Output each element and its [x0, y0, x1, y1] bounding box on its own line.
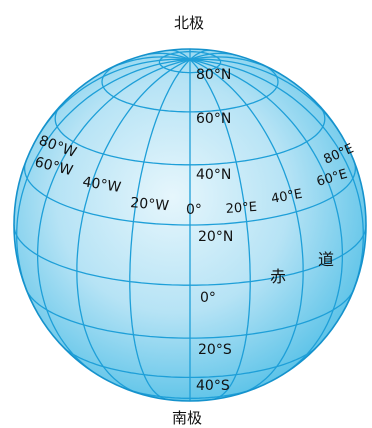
longitude-label-40w: 40°W	[81, 174, 122, 196]
latitude-label-40n: 40°N	[196, 167, 231, 183]
meridian-line	[129, 59, 191, 401]
globe-outline	[13, 48, 367, 402]
equator-label-char-1: 赤	[270, 267, 286, 286]
latitude-label-0: 0°	[200, 290, 216, 306]
longitude-label-20w: 20°W	[130, 195, 170, 214]
equator-label-char-2: 道	[318, 250, 334, 269]
meridian-line	[189, 59, 251, 401]
meridian-line	[189, 58, 364, 313]
latitude-label-60n: 60°N	[196, 111, 231, 127]
meridian-line	[36, 58, 191, 378]
longitude-label-0: 0°	[186, 202, 202, 218]
meridian-line	[76, 59, 191, 396]
meridian-line	[189, 58, 344, 378]
longitude-label-20e: 20°E	[225, 200, 257, 217]
meridian-line	[189, 59, 304, 396]
latitude-label-80n: 80°N	[196, 67, 231, 83]
latitude-label-20n: 20°N	[198, 229, 233, 245]
longitude-label-40e: 40°E	[270, 187, 303, 207]
latitude-label-20s: 20°S	[198, 342, 232, 358]
latitude-label-40s: 40°S	[196, 378, 230, 394]
north-pole-label: 北极	[174, 14, 204, 32]
south-pole-label: 南极	[172, 409, 202, 427]
meridian-line	[16, 58, 191, 313]
